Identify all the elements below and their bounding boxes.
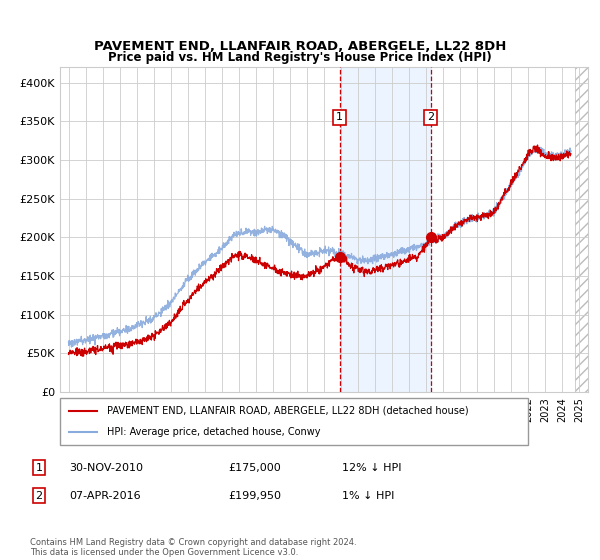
Text: 2: 2 xyxy=(427,113,434,123)
Text: 2: 2 xyxy=(35,491,43,501)
Text: 1: 1 xyxy=(35,463,43,473)
Text: Contains HM Land Registry data © Crown copyright and database right 2024.
This d: Contains HM Land Registry data © Crown c… xyxy=(30,538,356,557)
Text: 30-NOV-2010: 30-NOV-2010 xyxy=(69,463,143,473)
Text: PAVEMENT END, LLANFAIR ROAD, ABERGELE, LL22 8DH: PAVEMENT END, LLANFAIR ROAD, ABERGELE, L… xyxy=(94,40,506,53)
Text: HPI: Average price, detached house, Conwy: HPI: Average price, detached house, Conw… xyxy=(107,427,320,437)
Text: PAVEMENT END, LLANFAIR ROAD, ABERGELE, LL22 8DH (detached house): PAVEMENT END, LLANFAIR ROAD, ABERGELE, L… xyxy=(107,406,469,416)
Text: £175,000: £175,000 xyxy=(228,463,281,473)
Text: £199,950: £199,950 xyxy=(228,491,281,501)
Bar xyxy=(575,67,588,392)
Text: 1% ↓ HPI: 1% ↓ HPI xyxy=(342,491,394,501)
Text: Price paid vs. HM Land Registry's House Price Index (HPI): Price paid vs. HM Land Registry's House … xyxy=(108,52,492,64)
Text: 07-APR-2016: 07-APR-2016 xyxy=(69,491,140,501)
Bar xyxy=(575,67,588,392)
Bar xyxy=(340,67,431,392)
FancyBboxPatch shape xyxy=(60,398,528,445)
Text: 1: 1 xyxy=(336,113,343,123)
Text: 12% ↓ HPI: 12% ↓ HPI xyxy=(342,463,401,473)
